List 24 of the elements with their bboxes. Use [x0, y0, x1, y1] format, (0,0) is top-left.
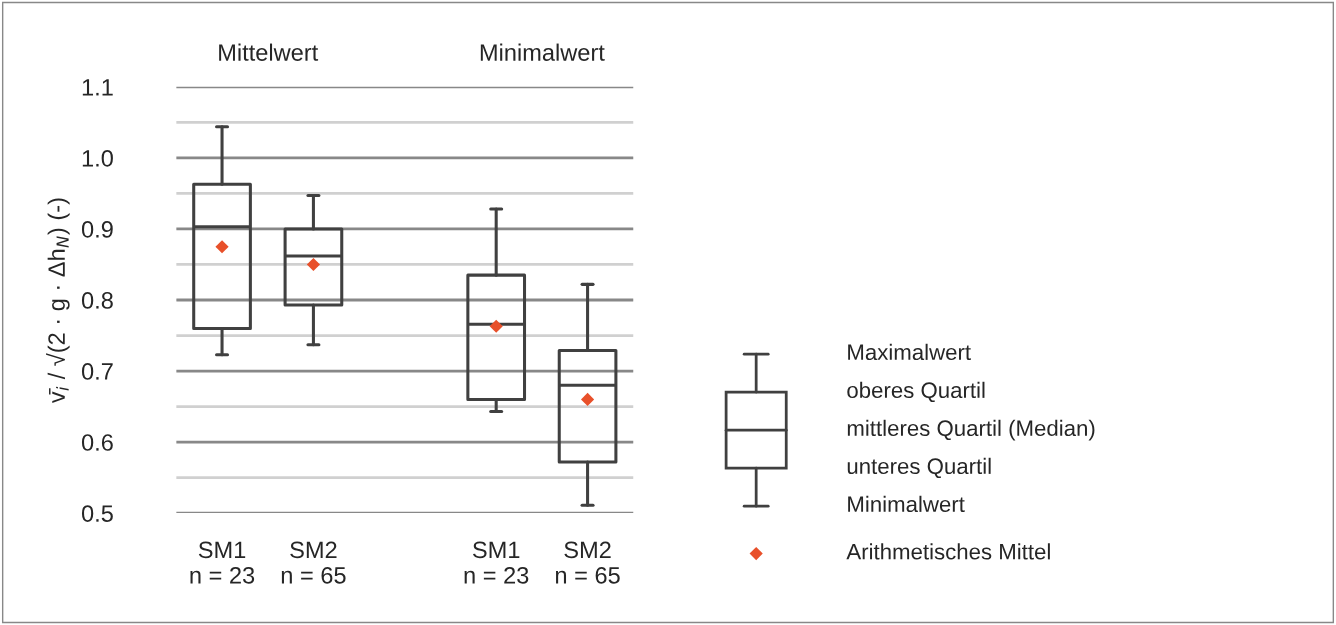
x-tick-label: SM2 n = 65 — [281, 541, 346, 584]
x-tick-label: SM1 n = 23 — [464, 541, 529, 584]
y-tick-label: 0.5 — [81, 505, 113, 522]
text: unteres Quartil — [847, 457, 991, 479]
text: mittleres Quartil (Median) — [847, 419, 1095, 441]
y-tick-label: 0.6 — [81, 434, 113, 451]
y-tick-label: 0.9 — [81, 221, 113, 238]
text: Minimalwert — [848, 495, 965, 513]
text: Arithmetisches Mittel — [846, 543, 1050, 560]
point — [580, 392, 595, 407]
y-tick-label: 1.1 — [82, 79, 113, 96]
y-tick-label: 0.7 — [81, 363, 113, 380]
y-tick-label: 0.8 — [81, 292, 113, 309]
point — [215, 240, 229, 254]
point — [306, 257, 321, 272]
point — [489, 319, 503, 333]
x-tick-label: SM2 n = 65 — [555, 541, 620, 584]
text: Maximalwert — [848, 343, 971, 361]
text: oberes Quartil — [847, 381, 985, 403]
text: Minimalwert — [480, 43, 605, 61]
text: Mittelwert — [219, 43, 319, 61]
x-tick-label: SM1 n = 23 — [190, 541, 255, 584]
y-tick-label: 1.0 — [82, 149, 113, 167]
y-axis-title: v̄$_{i}$ / √(2 · g · Δh$_{N}$) (-) — [46, 198, 70, 404]
